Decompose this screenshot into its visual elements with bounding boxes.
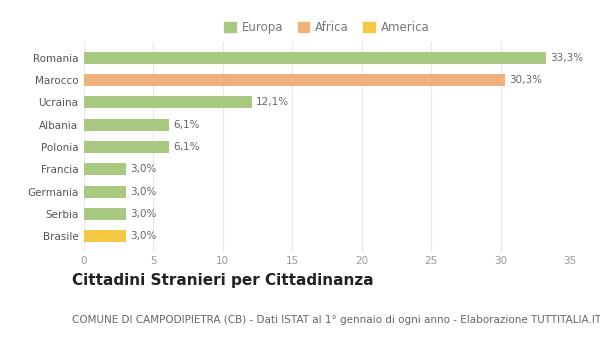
- Text: COMUNE DI CAMPODIPIETRA (CB) - Dati ISTAT al 1° gennaio di ogni anno - Elaborazi: COMUNE DI CAMPODIPIETRA (CB) - Dati ISTA…: [72, 315, 600, 325]
- Text: 33,3%: 33,3%: [551, 53, 584, 63]
- Text: 3,0%: 3,0%: [130, 187, 156, 197]
- Bar: [84, 74, 505, 86]
- Text: 3,0%: 3,0%: [130, 164, 156, 174]
- Legend: Europa, Africa, America: Europa, Africa, America: [220, 16, 434, 39]
- Text: 3,0%: 3,0%: [130, 231, 156, 241]
- Bar: [84, 163, 125, 175]
- Text: 3,0%: 3,0%: [130, 209, 156, 219]
- Bar: [84, 208, 125, 220]
- Text: Cittadini Stranieri per Cittadinanza: Cittadini Stranieri per Cittadinanza: [72, 273, 374, 288]
- Bar: [84, 119, 169, 131]
- Bar: [84, 96, 252, 108]
- Bar: [84, 51, 547, 64]
- Text: 6,1%: 6,1%: [173, 142, 199, 152]
- Text: 12,1%: 12,1%: [256, 97, 289, 107]
- Bar: [84, 186, 125, 198]
- Bar: [84, 230, 125, 243]
- Text: 30,3%: 30,3%: [509, 75, 542, 85]
- Text: 6,1%: 6,1%: [173, 120, 199, 130]
- Bar: [84, 141, 169, 153]
